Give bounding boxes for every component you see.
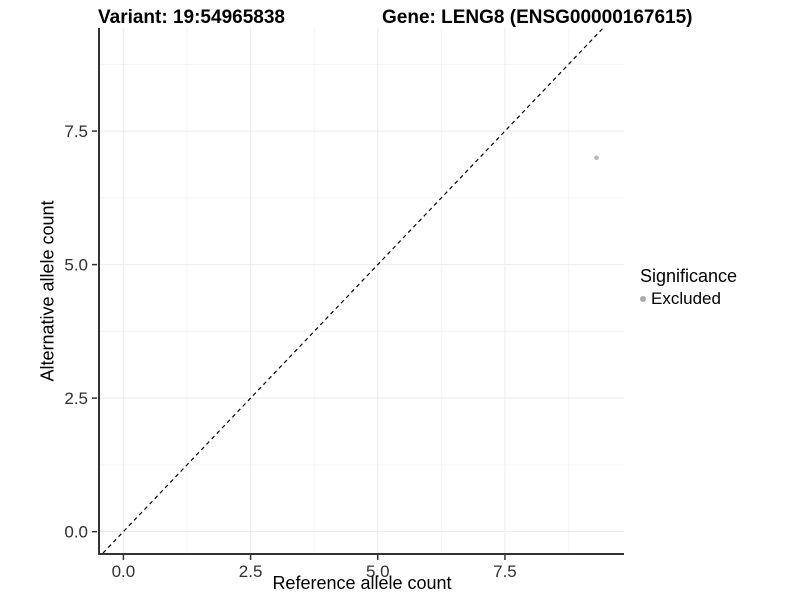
legend-item-label: Excluded <box>651 289 721 308</box>
y-tick-label: 7.5 <box>64 122 88 141</box>
x-tick-label: 0.0 <box>112 562 136 581</box>
legend: Significance Excluded <box>640 265 737 309</box>
gene-title: Gene: LENG8 (ENSG00000167615) <box>382 7 693 28</box>
y-tick-label: 2.5 <box>64 389 88 408</box>
x-tick-label: 7.5 <box>493 562 517 581</box>
y-axis-title: Alternative allele count <box>37 200 58 382</box>
variant-title: Variant: 19:54965838 <box>98 7 285 28</box>
y-tick-label: 5.0 <box>64 256 88 275</box>
x-tick-label: 5.0 <box>366 562 390 581</box>
legend-title: Significance <box>640 266 738 286</box>
legend-item-excluded: Excluded <box>640 289 737 309</box>
x-axis-title: Reference allele count <box>272 573 452 593</box>
x-tick-label: 2.5 <box>239 562 263 581</box>
identity-reference-line <box>102 27 604 554</box>
legend-point-icon <box>640 296 646 302</box>
y-tick-label: 0.0 <box>64 523 88 542</box>
data-point <box>594 155 599 161</box>
